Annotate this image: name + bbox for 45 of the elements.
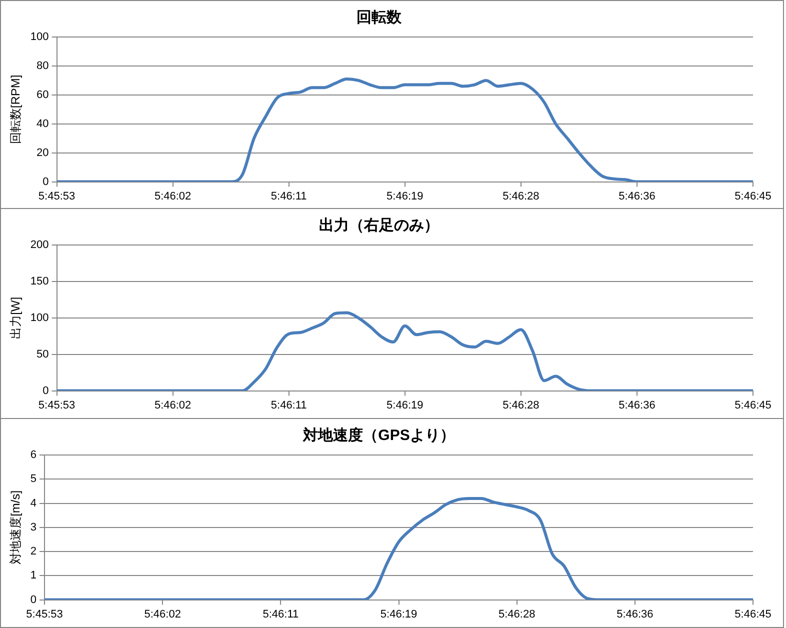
y-tick-label: 1 [30, 570, 37, 582]
y-axis-title: 回転数[RPM] [8, 74, 23, 144]
y-tick-label: 100 [30, 31, 49, 44]
x-tick-label: 5:46:02 [154, 190, 192, 202]
y-tick-label: 4 [30, 497, 37, 510]
y-tick-label: 60 [36, 88, 49, 101]
y-tick-label: 150 [30, 275, 49, 288]
y-tick-label: 3 [30, 521, 37, 534]
y-axis-title: 出力[W] [8, 296, 23, 339]
x-tick-label: 5:45:53 [38, 190, 76, 202]
y-tick-label: 200 [30, 239, 49, 252]
x-tick-label: 5:46:36 [618, 190, 656, 202]
x-tick-label: 5:46:28 [502, 399, 540, 412]
x-tick-label: 5:46:28 [502, 190, 540, 202]
x-tick-label: 5:46:11 [270, 399, 307, 412]
chart-title: 回転数 [356, 9, 402, 26]
x-tick-label: 5:46:36 [616, 608, 654, 620]
y-tick-label: 0 [42, 176, 49, 188]
x-tick-label: 5:46:19 [386, 399, 424, 412]
x-tick-label: 5:46:36 [618, 399, 656, 412]
y-tick-label: 2 [30, 546, 37, 558]
x-tick-label: 5:46:02 [154, 399, 192, 412]
y-tick-label: 40 [36, 118, 49, 130]
x-tick-label: 5:46:11 [262, 608, 299, 620]
y-tick-label: 5 [30, 473, 37, 486]
x-tick-label: 5:46:45 [734, 190, 772, 202]
y-tick-label: 0 [42, 384, 49, 397]
x-tick-label: 5:46:45 [734, 399, 772, 412]
x-tick-label: 5:45:53 [38, 399, 76, 412]
x-tick-label: 5:46:02 [144, 608, 181, 620]
chart-title: 対地速度（GPSより） [302, 426, 455, 444]
x-tick-label: 5:46:19 [380, 608, 418, 620]
y-tick-label: 6 [30, 449, 37, 462]
y-tick-label: 0 [30, 594, 37, 606]
x-tick-label: 5:45:53 [26, 608, 63, 620]
x-tick-label: 5:46:11 [270, 190, 307, 202]
y-tick-label: 50 [36, 348, 49, 360]
x-tick-label: 5:46:19 [386, 190, 424, 202]
y-tick-label: 80 [36, 60, 49, 72]
chart-title: 出力（右足のみ） [319, 217, 439, 234]
y-axis-title: 対地速度[m/s] [8, 490, 23, 564]
x-tick-label: 5:46:45 [734, 608, 772, 620]
y-tick-label: 20 [36, 146, 49, 159]
y-tick-label: 100 [30, 312, 49, 324]
x-tick-label: 5:46:28 [498, 608, 536, 620]
